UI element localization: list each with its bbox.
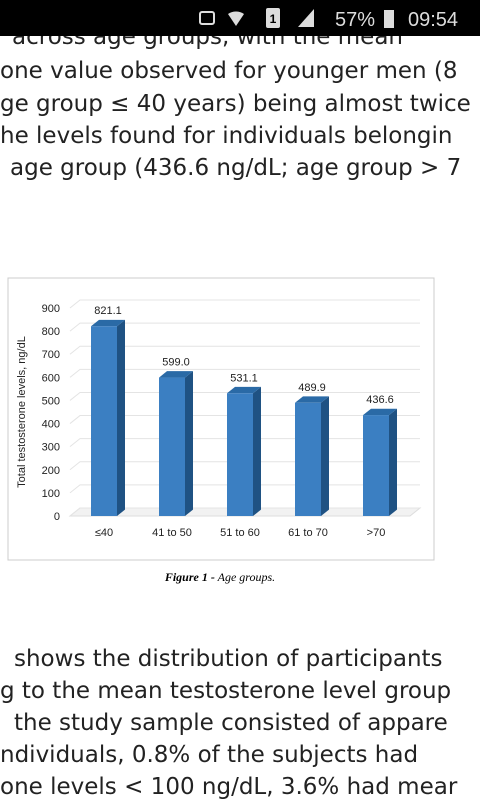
clock: 09:54: [408, 9, 458, 31]
bar-top: [295, 396, 329, 403]
bar: [227, 393, 253, 516]
caption-label: Figure 1 -: [164, 570, 215, 584]
x-tick-label: 61 to 70: [288, 527, 328, 539]
x-tick-label: 41 to 50: [152, 527, 192, 539]
battery-label: 57%: [335, 9, 375, 31]
value-label: 489.9: [298, 382, 326, 394]
value-label: 599.0: [162, 357, 190, 369]
y-tick-label: 500: [42, 395, 60, 407]
x-tick-label: 51 to 60: [220, 527, 260, 539]
value-label: 821.1: [94, 305, 122, 317]
y-tick-label: 600: [42, 372, 60, 384]
y-tick-label: 800: [42, 326, 60, 338]
doc-line: g to the mean testosterone level group: [0, 678, 451, 704]
grid-line: [69, 299, 420, 309]
grid-line: [69, 322, 420, 332]
y-tick-label: 100: [42, 488, 60, 500]
y-tick-label: 400: [42, 419, 60, 431]
caption-text: Age groups.: [217, 570, 276, 584]
bar-top: [91, 319, 125, 327]
bar-side: [321, 396, 329, 516]
bar: [295, 402, 321, 516]
y-tick-label: 900: [42, 303, 60, 315]
value-label: 531.1: [230, 372, 258, 384]
doc-line: ndividuals, 0.8% of the subjects had: [0, 742, 418, 768]
grid-line: [69, 345, 420, 355]
doc-line: age group (436.6 ng/dL; age group > 7: [10, 155, 461, 181]
bar-side: [253, 386, 261, 516]
y-tick-label: 300: [42, 442, 60, 454]
bar-side: [117, 319, 125, 516]
bar-top: [227, 386, 261, 394]
doc-line: he levels found for individuals belongin: [0, 123, 452, 149]
x-tick-label: ≤40: [95, 527, 113, 539]
bar: [159, 377, 185, 516]
doc-line: ge group ≤ 40 years) being almost twice: [0, 91, 471, 117]
bar: [363, 415, 389, 516]
doc-line: the study sample consisted of appare: [14, 710, 448, 736]
bar-top: [363, 408, 397, 416]
doc-line: shows the distribution of participants: [14, 646, 443, 672]
bar: [91, 326, 117, 516]
status-icons: [199, 8, 394, 28]
y-axis-title: Total testosterone levels, ng/dL: [16, 336, 28, 488]
y-tick-label: 0: [54, 511, 60, 523]
x-tick-label: >70: [367, 527, 386, 539]
grid-line: [69, 391, 420, 401]
doc-line: one value observed for younger men (8: [0, 58, 458, 84]
bar-side: [185, 371, 193, 516]
sim-label: 1: [270, 12, 277, 26]
bar-side: [389, 408, 397, 516]
y-tick-label: 700: [42, 349, 60, 361]
grid-line: [69, 368, 420, 378]
value-label: 436.6: [366, 394, 394, 406]
figure-caption: Figure 1 - Age groups.: [164, 570, 275, 584]
bar-top: [159, 371, 193, 378]
y-tick-label: 200: [42, 465, 60, 477]
doc-line: one levels < 100 ng/dL, 3.6% had mear: [0, 774, 458, 800]
